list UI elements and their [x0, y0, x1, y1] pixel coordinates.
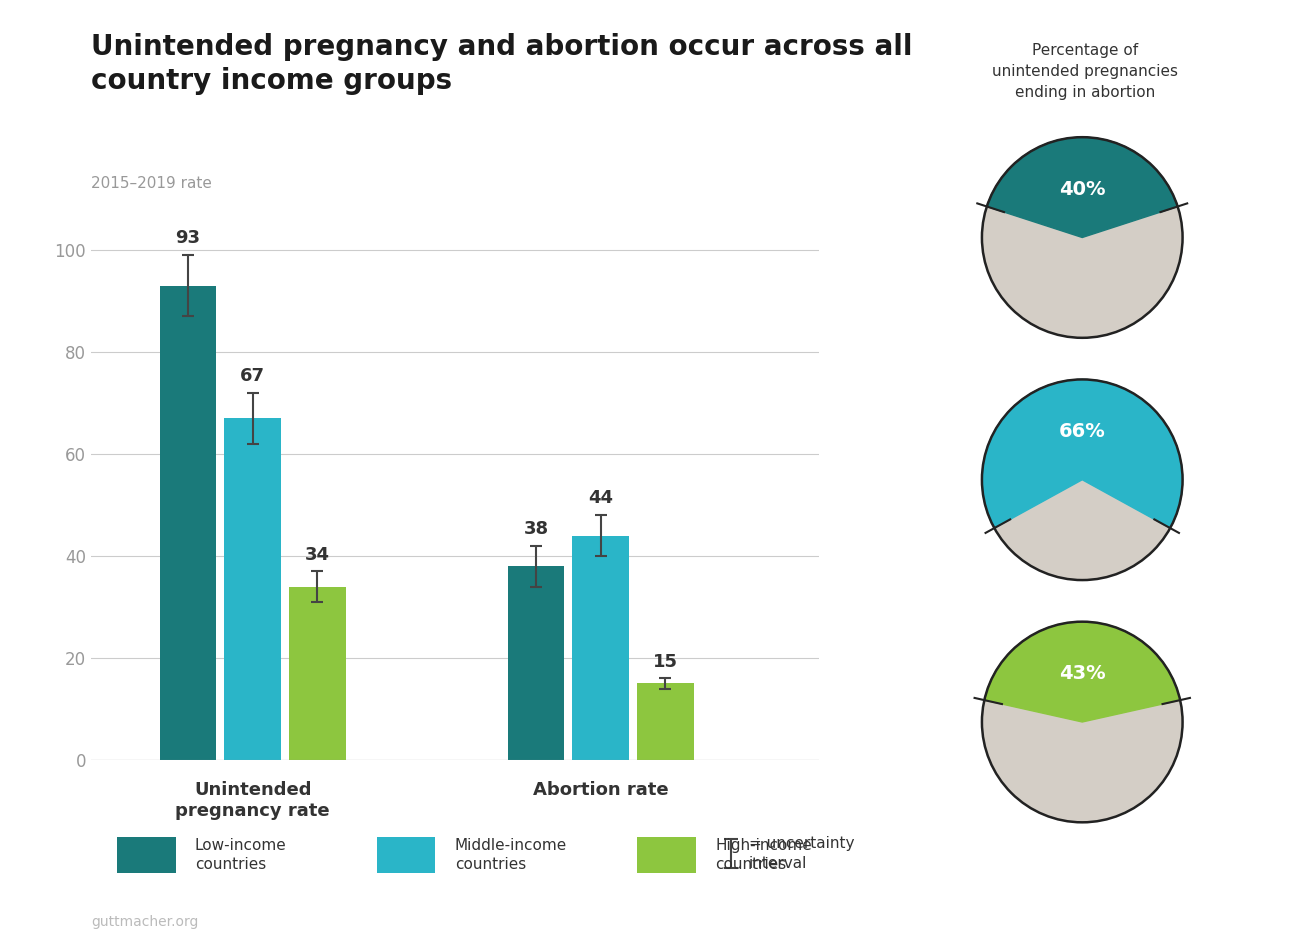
Circle shape [982, 137, 1183, 338]
Text: 93: 93 [176, 229, 200, 247]
Text: 43%: 43% [1060, 664, 1105, 683]
Text: 2015–2019 rate: 2015–2019 rate [91, 176, 212, 191]
Text: Low-income
countries: Low-income countries [195, 838, 287, 872]
Text: 34: 34 [306, 545, 330, 563]
Bar [637, 683, 694, 760]
Bar [507, 566, 564, 760]
Wedge shape [982, 379, 1183, 528]
Text: Unintended pregnancy and abortion occur across all
country income groups: Unintended pregnancy and abortion occur … [91, 33, 913, 95]
Text: 66%: 66% [1060, 422, 1105, 441]
Text: = uncertainty
interval: = uncertainty interval [749, 836, 854, 870]
Text: Middle-income
countries: Middle-income countries [455, 838, 567, 872]
Circle shape [982, 379, 1183, 580]
Text: 44: 44 [588, 489, 614, 507]
Bar [225, 418, 281, 760]
Bar [572, 536, 629, 760]
Wedge shape [987, 137, 1178, 238]
Wedge shape [984, 621, 1180, 722]
Text: guttmacher.org: guttmacher.org [91, 915, 199, 929]
Bar [160, 286, 216, 760]
Text: 67: 67 [240, 367, 265, 385]
Text: High-income
countries: High-income countries [715, 838, 811, 872]
Text: 15: 15 [653, 653, 677, 671]
Text: 40%: 40% [1060, 180, 1105, 199]
Text: 38: 38 [524, 520, 549, 538]
Text: Percentage of
unintended pregnancies
ending in abortion: Percentage of unintended pregnancies end… [992, 43, 1179, 100]
Circle shape [982, 621, 1183, 823]
Bar [289, 586, 346, 760]
